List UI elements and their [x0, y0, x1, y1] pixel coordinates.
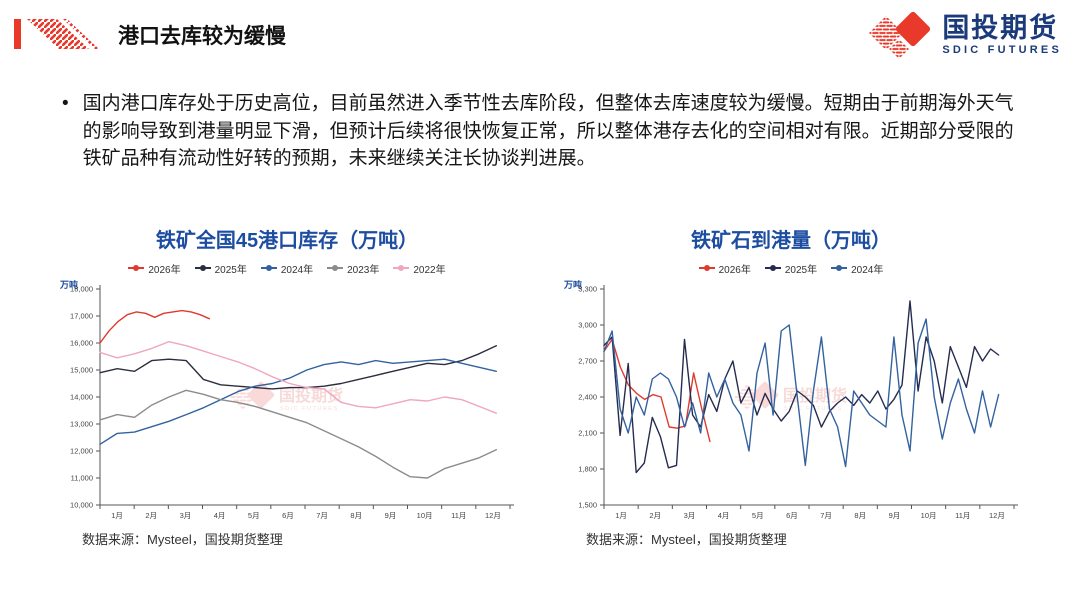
- svg-text:SDIC FUTURES: SDIC FUTURES: [280, 406, 339, 412]
- legend-item: 2024年: [831, 261, 883, 276]
- svg-text:14,000: 14,000: [70, 393, 93, 402]
- svg-text:万吨: 万吨: [59, 279, 78, 290]
- summary-paragraph: • 国内港口库存处于历史高位，目前虽然进入季节性去库阶段，但整体去库速度较为缓慢…: [62, 90, 1022, 173]
- svg-text:6月: 6月: [282, 511, 294, 520]
- svg-text:2,100: 2,100: [578, 429, 597, 438]
- svg-text:国投期货: 国投期货: [783, 386, 847, 405]
- svg-text:1月: 1月: [615, 511, 627, 520]
- svg-text:9月: 9月: [889, 511, 901, 520]
- svg-text:10月: 10月: [921, 511, 937, 520]
- legend-item: 2022年: [393, 261, 446, 276]
- svg-text:4月: 4月: [718, 511, 730, 520]
- svg-text:12,000: 12,000: [70, 447, 93, 456]
- right-chart-panel: 铁矿石到港量（万吨） 2026年 2025年 2024年 万吨 1,500 1,800 2…: [556, 224, 1026, 548]
- logo-subtitle: SDIC FUTURES: [942, 43, 1062, 56]
- right-chart-legend: 2026年 2025年 2024年: [556, 261, 1026, 276]
- legend-item: 2024年: [260, 261, 313, 276]
- left-chart-legend: 2026年 2025年 2024年 2023年 2022年: [52, 261, 522, 276]
- svg-text:5月: 5月: [248, 511, 260, 520]
- svg-text:12月: 12月: [989, 511, 1005, 520]
- legend-item: 2026年: [128, 261, 181, 276]
- svg-text:2,400: 2,400: [578, 393, 597, 402]
- left-chart-title: 铁矿全国45港口库存（万吨）: [155, 230, 419, 252]
- svg-text:7月: 7月: [316, 511, 328, 520]
- svg-text:9月: 9月: [385, 511, 397, 520]
- svg-text:3,000: 3,000: [578, 321, 597, 330]
- company-logo: 国投期货 SDIC FUTURES: [868, 8, 1062, 62]
- bullet-marker: •: [62, 93, 69, 114]
- svg-text:3,300: 3,300: [578, 285, 597, 294]
- svg-text:2,700: 2,700: [578, 357, 597, 366]
- svg-text:15,000: 15,000: [70, 366, 93, 375]
- svg-text:8月: 8月: [854, 511, 866, 520]
- svg-text:SDIC FUTURES: SDIC FUTURES: [784, 406, 843, 412]
- svg-text:17,000: 17,000: [70, 312, 93, 321]
- svg-text:16,000: 16,000: [70, 339, 93, 348]
- logo-name: 国投期货: [942, 12, 1059, 43]
- svg-text:1,500: 1,500: [578, 501, 597, 510]
- legend-item: 2025年: [764, 261, 817, 276]
- right-chart-title: 铁矿石到港量（万吨）: [691, 230, 891, 252]
- legend-item: 2025年: [194, 261, 247, 276]
- svg-text:7月: 7月: [820, 511, 832, 520]
- page-title: 港口去库较为缓慢: [118, 25, 286, 48]
- svg-text:3月: 3月: [684, 511, 696, 520]
- svg-text:6月: 6月: [786, 511, 798, 520]
- left-chart-panel: 铁矿全国45港口库存（万吨） 2026年 2025年 2024年 2023年 2022年…: [52, 224, 522, 548]
- svg-text:2月: 2月: [649, 511, 661, 520]
- summary-text: 国内港口库存处于历史高位，目前虽然进入季节性去库阶段，但整体去库速度较为缓慢。短…: [82, 93, 1014, 170]
- left-chart-source: 数据来源：Mysteel，国投期货整理: [82, 532, 283, 547]
- svg-text:万吨: 万吨: [563, 279, 582, 290]
- svg-text:10月: 10月: [417, 511, 433, 520]
- title-accent-icon: [14, 19, 99, 49]
- svg-text:1月: 1月: [111, 511, 123, 520]
- svg-text:5月: 5月: [752, 511, 764, 520]
- legend-item: 2023年: [327, 261, 379, 276]
- svg-text:11,000: 11,000: [71, 474, 93, 483]
- svg-text:13,000: 13,000: [70, 420, 93, 429]
- svg-text:11月: 11月: [955, 511, 970, 520]
- right-chart: 万吨 1,500 1,800 2,100 2,400 2,700 3,000 3,300 1月 2…: [556, 277, 1026, 523]
- legend-item: 2026年: [698, 261, 751, 276]
- svg-text:1,800: 1,800: [578, 465, 597, 474]
- svg-text:8月: 8月: [350, 511, 362, 520]
- svg-text:4月: 4月: [214, 511, 226, 520]
- svg-text:2月: 2月: [145, 511, 157, 520]
- svg-text:11月: 11月: [451, 511, 466, 520]
- left-chart: 万吨 10,000 11,000 12,000 13,000 14,000 15,000 16…: [52, 277, 522, 523]
- right-chart-source: 数据来源：Mysteel，国投期货整理: [586, 532, 787, 547]
- svg-text:10,000: 10,000: [70, 501, 93, 510]
- svg-text:18,000: 18,000: [70, 285, 93, 294]
- svg-text:12月: 12月: [485, 511, 501, 520]
- svg-text:3月: 3月: [180, 511, 192, 520]
- logo-mark-icon: [869, 11, 931, 59]
